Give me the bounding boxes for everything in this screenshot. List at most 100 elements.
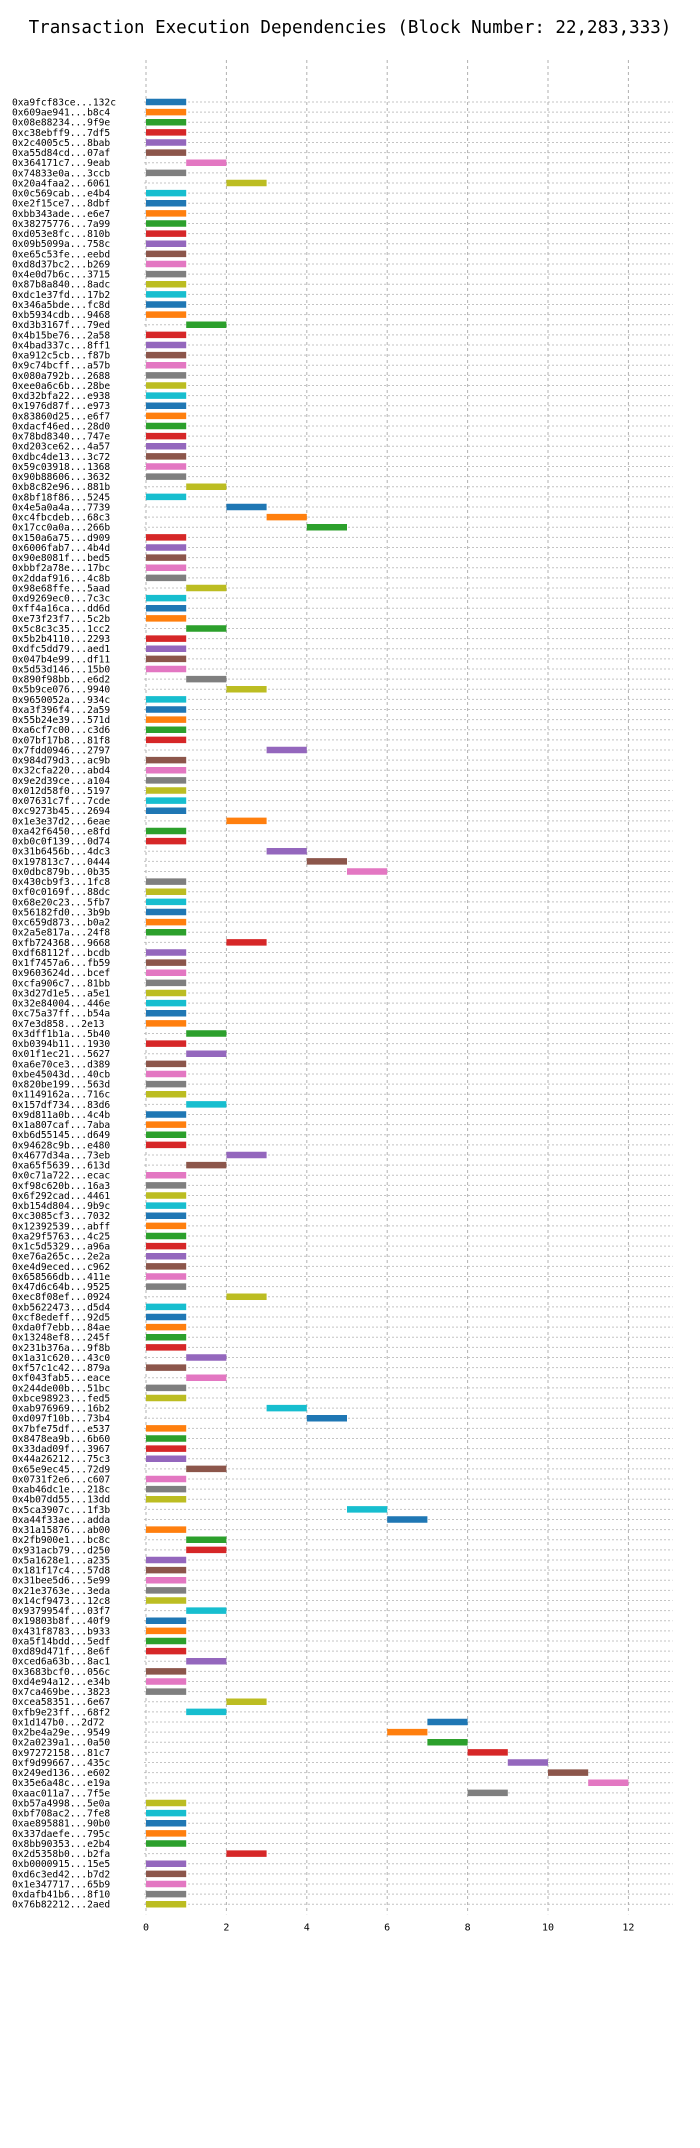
- transaction-bar: [226, 179, 267, 187]
- transaction-bar: [427, 1718, 468, 1726]
- transaction-bar: [146, 1799, 187, 1807]
- transaction-label: 0xb6d55145...d649: [12, 1130, 110, 1141]
- transaction-label: 0xc4fbcdeb...68c3: [12, 513, 110, 524]
- transaction-label: 0xcfa906c7...81bb: [12, 978, 110, 989]
- transaction-label: 0xc659d873...b0a2: [12, 918, 110, 929]
- x-tick-label: 0: [143, 1922, 149, 1933]
- transaction-bar: [467, 1789, 508, 1797]
- transaction-label: 0xd053e8fc...810b: [12, 229, 110, 240]
- transaction-label: 0x984d79d3...ac9b: [12, 756, 110, 767]
- transaction-bar: [186, 625, 227, 632]
- transaction-bar: [146, 655, 187, 663]
- transaction-bar: [146, 240, 187, 247]
- transaction-bar: [146, 422, 187, 430]
- transaction-label: 0x5d53d146...15b0: [12, 664, 110, 675]
- transaction-label: 0x33dad09f...3967: [12, 1444, 110, 1455]
- transaction-bar: [226, 939, 267, 946]
- transaction-label: 0xd4e94a12...e34b: [12, 1677, 110, 1688]
- transaction-label: 0xa65f5639...613d: [12, 1161, 110, 1172]
- transaction-bar: [146, 1121, 187, 1128]
- transaction-label: 0x3d27d1e5...a5e1: [12, 988, 110, 999]
- transaction-label: 0x78bd8340...747e: [12, 432, 110, 443]
- transaction-bar: [186, 1607, 227, 1614]
- transaction-bar: [146, 1394, 187, 1402]
- transaction-bar: [146, 1344, 187, 1351]
- transaction-bar: [146, 827, 187, 835]
- transaction-label: 0xe73f23f7...5c2b: [12, 614, 110, 625]
- transaction-bar: [186, 159, 227, 166]
- transaction-label: 0x1149162a...716c: [12, 1090, 110, 1101]
- transaction-bar: [146, 1384, 187, 1392]
- transaction-label: 0x4b15be76...2a58: [12, 330, 110, 341]
- transaction-bar: [146, 1496, 187, 1503]
- transaction-label: 0x1e3e37d2...6eae: [12, 816, 110, 827]
- bars-layer: [146, 98, 629, 1908]
- transaction-bar: [146, 615, 187, 622]
- transaction-label: 0x98e68ffe...5aad: [12, 583, 110, 594]
- transaction-bar: [146, 392, 187, 399]
- transaction-bar: [306, 858, 347, 865]
- transaction-label: 0xf0c0169f...88dc: [12, 887, 110, 898]
- transaction-bar: [186, 675, 227, 683]
- transaction-label: 0x59c03918...1368: [12, 462, 110, 473]
- transaction-label: 0x820be199...563d: [12, 1080, 110, 1091]
- transaction-label: 0x8bf18f86...5245: [12, 492, 110, 503]
- transaction-bar: [146, 574, 187, 582]
- transaction-label: 0x9603624d...bcef: [12, 968, 110, 979]
- transaction-bar: [146, 1860, 187, 1867]
- transaction-bar: [146, 534, 187, 541]
- transaction-bar: [146, 1820, 187, 1827]
- transaction-bar: [146, 1890, 187, 1898]
- transaction-bar: [146, 544, 187, 551]
- transaction-bar: [146, 1141, 187, 1149]
- transaction-label: 0xd9269ec0...7c3c: [12, 594, 110, 605]
- transaction-bar: [186, 1161, 227, 1169]
- transaction-label: 0xa55d84cd...07af: [12, 148, 110, 159]
- transaction-label: 0x231b376a...9f8b: [12, 1343, 110, 1354]
- transaction-label: 0xdf68112f...bcdb: [12, 948, 110, 959]
- transaction-bar: [146, 716, 187, 723]
- transaction-label: 0x012d58f0...5197: [12, 786, 110, 797]
- transaction-label: 0x931acb79...d250: [12, 1545, 110, 1556]
- transaction-label: 0x0731f2e6...c607: [12, 1474, 110, 1485]
- transaction-label: 0xb0c0f139...0d74: [12, 837, 110, 848]
- transaction-label: 0x430cb9f3...1fc8: [12, 877, 110, 888]
- transaction-bar: [146, 463, 187, 470]
- transaction-label: 0xd32bfa22...e938: [12, 391, 110, 402]
- transaction-bar: [146, 291, 187, 298]
- transaction-bar: [146, 1830, 187, 1837]
- transaction-label: 0x609ae941...b8c4: [12, 108, 110, 119]
- transaction-label: 0xbf708ac2...7fe8: [12, 1809, 110, 1820]
- transaction-label: 0xb0000915...15e5: [12, 1859, 110, 1870]
- x-axis-labels: 0 2 4 6 8 10 12: [143, 1922, 634, 1933]
- transaction-label: 0x07bf17b8...81f8: [12, 735, 110, 746]
- transaction-label: 0x1c5d5329...a96a: [12, 1242, 110, 1253]
- transaction-label: 0x12392539...abff: [12, 1221, 110, 1232]
- transaction-label: 0x1a31c620...43c0: [12, 1353, 110, 1364]
- transaction-bar: [186, 1658, 227, 1665]
- transaction-bar: [186, 1354, 227, 1361]
- transaction-bar: [146, 969, 187, 976]
- transaction-bar: [146, 1091, 187, 1098]
- transaction-label: 0x14cf9473...12c8: [12, 1596, 110, 1607]
- transaction-label: 0xc3085cf3...7032: [12, 1211, 110, 1222]
- transaction-label: 0x1f7457a6...fb59: [12, 958, 110, 969]
- transaction-bar: [146, 989, 187, 997]
- transaction-bar: [146, 432, 187, 440]
- transaction-label: 0x337daefe...795c: [12, 1829, 110, 1840]
- transaction-bar: [146, 270, 187, 278]
- transaction-label: 0x2a0239a1...0a50: [12, 1738, 110, 1749]
- transaction-bar: [146, 311, 187, 318]
- transaction-label: 0x90b88606...3632: [12, 472, 110, 483]
- transaction-bar: [146, 918, 187, 926]
- transaction-label: 0xbce98923...fed5: [12, 1393, 110, 1404]
- transaction-label: 0xa6e70ce3...d389: [12, 1059, 110, 1070]
- transaction-bar: [186, 321, 227, 328]
- transaction-bar: [146, 351, 187, 359]
- transaction-label: 0x4e5a0a4a...7739: [12, 502, 110, 513]
- transaction-label: 0x94628c9b...e480: [12, 1140, 110, 1151]
- transaction-bar: [146, 554, 187, 561]
- transaction-label: 0x8478ea9b...6b60: [12, 1434, 110, 1445]
- transaction-label: 0x55b24e39...571d: [12, 715, 110, 726]
- transaction-label: 0xe65c53fe...eebd: [12, 249, 110, 260]
